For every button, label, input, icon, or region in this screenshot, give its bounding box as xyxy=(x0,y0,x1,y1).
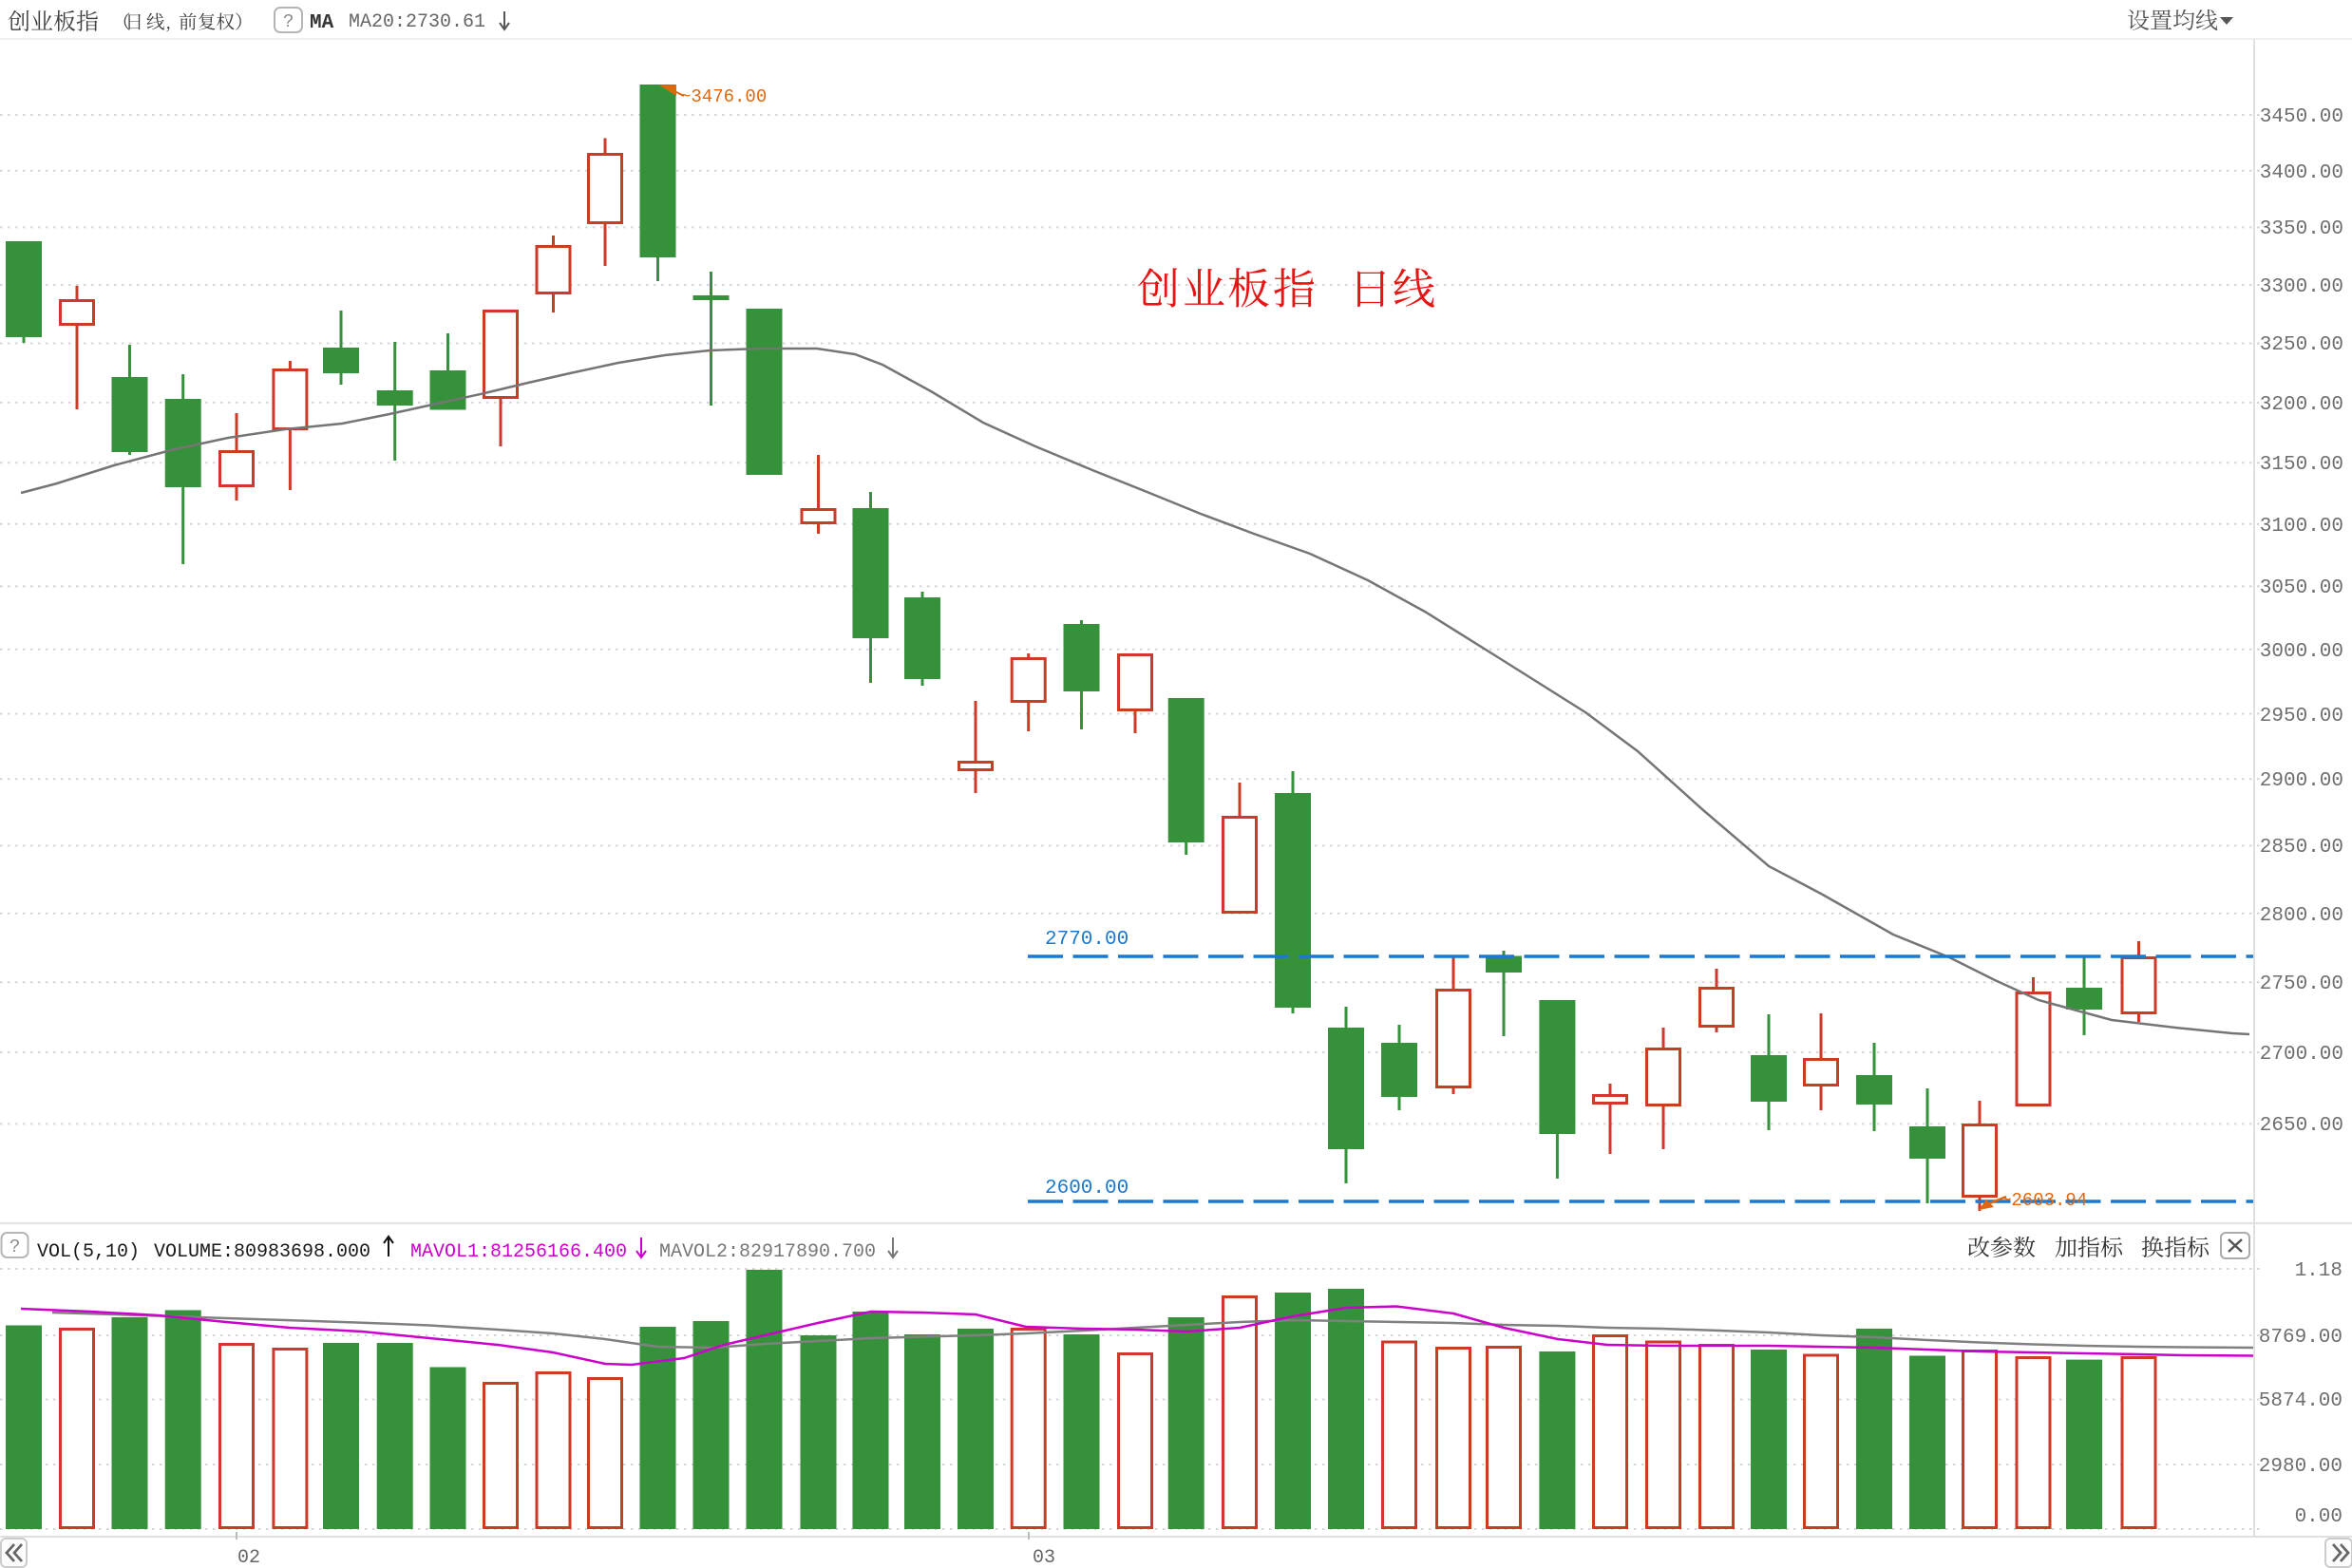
svg-text:3000.00: 3000.00 xyxy=(2260,641,2343,663)
svg-text:3300.00: 3300.00 xyxy=(2260,276,2343,298)
svg-text:3450.00: 3450.00 xyxy=(2260,106,2343,128)
svg-text:3250.00: 3250.00 xyxy=(2260,334,2343,356)
svg-text:3200.00: 3200.00 xyxy=(2260,394,2343,416)
svg-text:2950.00: 2950.00 xyxy=(2260,706,2343,727)
svg-text:2700.00: 2700.00 xyxy=(2260,1044,2343,1066)
svg-text:2750.00: 2750.00 xyxy=(2260,973,2343,995)
svg-text:3100.00: 3100.00 xyxy=(2260,516,2343,538)
svg-text:2800.00: 2800.00 xyxy=(2260,905,2343,927)
svg-text:2600.00: 2600.00 xyxy=(1045,1178,1129,1200)
svg-text:VOL(5,10): VOL(5,10) xyxy=(37,1241,140,1263)
svg-text:3400.00: 3400.00 xyxy=(2260,162,2343,184)
svg-text:2650.00: 2650.00 xyxy=(2260,1115,2343,1137)
svg-text:2770.00: 2770.00 xyxy=(1045,929,1129,951)
svg-text:03: 03 xyxy=(1033,1547,1055,1568)
svg-text:~2603.94: ~2603.94 xyxy=(2001,1190,2087,1211)
svg-text:MAVOL2:82917890.700: MAVOL2:82917890.700 xyxy=(659,1241,876,1263)
svg-text:5874.00: 5874.00 xyxy=(2259,1390,2343,1412)
svg-text:?: ? xyxy=(283,11,294,32)
svg-text:3050.00: 3050.00 xyxy=(2260,577,2343,599)
svg-text:0.00: 0.00 xyxy=(2295,1506,2343,1528)
svg-text:MAVOL1:81256166.400: MAVOL1:81256166.400 xyxy=(410,1241,627,1263)
svg-text:1.18: 1.18 xyxy=(2295,1260,2343,1282)
svg-text:2980.00: 2980.00 xyxy=(2259,1456,2343,1478)
svg-text:2900.00: 2900.00 xyxy=(2260,770,2343,792)
svg-text:~3476.00: ~3476.00 xyxy=(680,86,767,107)
svg-text:VOLUME:80983698.000: VOLUME:80983698.000 xyxy=(154,1241,370,1263)
svg-text:3150.00: 3150.00 xyxy=(2260,454,2343,476)
svg-text:8769.00: 8769.00 xyxy=(2259,1327,2343,1349)
svg-text:3350.00: 3350.00 xyxy=(2260,218,2343,240)
svg-text:02: 02 xyxy=(237,1547,260,1568)
svg-text:2850.00: 2850.00 xyxy=(2260,837,2343,859)
svg-text:MA: MA xyxy=(310,12,334,34)
svg-text:?: ? xyxy=(9,1237,20,1257)
svg-text:MA20:2730.61: MA20:2730.61 xyxy=(349,11,485,33)
